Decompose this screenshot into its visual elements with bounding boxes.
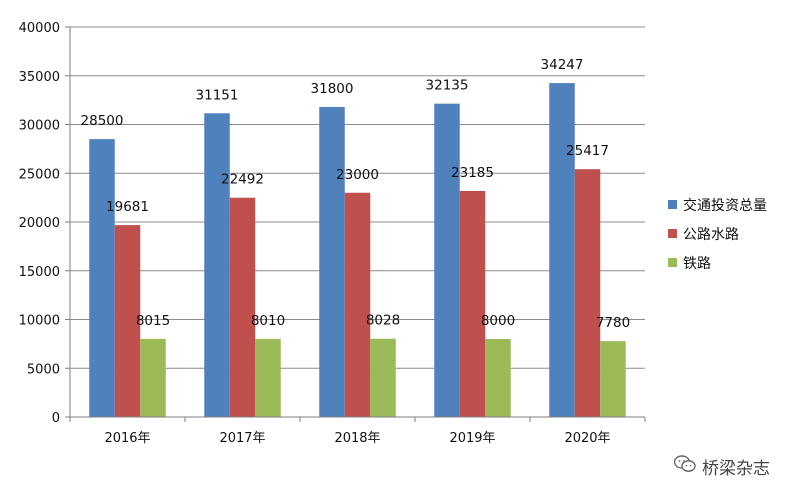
legend-item-total: 交通投资总量 <box>668 190 767 219</box>
x-tick-label: 2019年 <box>449 431 495 446</box>
bar <box>89 139 115 417</box>
legend: 交通投资总量 公路水路 铁路 <box>668 190 767 277</box>
x-tick-label: 2017年 <box>219 431 265 446</box>
y-tick-label: 15000 <box>19 265 60 280</box>
data-label: 19681 <box>106 199 149 215</box>
y-tick-label: 35000 <box>19 70 60 85</box>
y-tick-label: 30000 <box>19 119 60 134</box>
bar <box>140 338 166 417</box>
data-label: 23185 <box>451 165 494 181</box>
legend-label: 交通投资总量 <box>683 197 767 214</box>
wechat-icon <box>673 455 696 478</box>
bar <box>574 169 601 417</box>
x-tick-label: 2020年 <box>564 431 610 446</box>
data-label: 23000 <box>336 167 379 183</box>
bar <box>485 339 511 417</box>
x-axis-ticks: 2016年 2017年 2018年 2019年 2020年 <box>69 417 646 446</box>
bar <box>344 192 371 417</box>
watermark-text: 桥梁杂志 <box>702 459 770 479</box>
bars <box>89 83 626 418</box>
y-tick-label: 10000 <box>19 314 60 329</box>
watermark: 桥梁杂志 <box>673 454 770 479</box>
legend-swatch <box>668 258 677 267</box>
data-label: 7780 <box>596 315 630 331</box>
bar <box>549 83 575 418</box>
data-label: 25417 <box>566 143 609 159</box>
y-tick-label: 25000 <box>19 167 60 182</box>
data-label: 8000 <box>481 313 515 329</box>
bar <box>370 338 396 417</box>
y-tick-label: 0 <box>52 411 60 426</box>
legend-label: 公路水路 <box>683 226 739 243</box>
x-tick-label: 2016年 <box>104 431 150 446</box>
data-label: 28500 <box>81 113 124 129</box>
legend-swatch <box>668 229 677 238</box>
bar <box>229 197 256 417</box>
data-label: 34247 <box>541 57 584 73</box>
y-tick-label: 5000 <box>27 362 60 377</box>
y-tick-label: 40000 <box>19 21 60 36</box>
y-axis-ticks: 0 5000 10000 15000 20000 25000 30000 35000 40000 <box>19 21 70 426</box>
bar <box>204 113 230 418</box>
data-label: 31151 <box>196 87 239 103</box>
data-label: 8010 <box>251 313 285 329</box>
bar <box>459 190 486 417</box>
data-label: 31800 <box>311 81 354 97</box>
data-label: 8015 <box>136 313 170 329</box>
bar <box>319 106 345 417</box>
data-label: 8028 <box>366 313 400 329</box>
data-labels: 28500 19681 8015 31151 22492 8010 31800 23000 80… <box>81 57 631 331</box>
y-tick-label: 20000 <box>19 216 60 231</box>
legend-item-highway-waterway: 公路水路 <box>668 219 767 248</box>
x-tick-label: 2018年 <box>334 431 380 446</box>
bar <box>255 338 281 417</box>
legend-item-railway: 铁路 <box>668 248 767 277</box>
legend-swatch <box>668 200 677 209</box>
bar <box>600 341 626 417</box>
legend-label: 铁路 <box>683 255 711 272</box>
bar <box>434 103 460 417</box>
data-label: 32135 <box>426 78 469 94</box>
data-label: 22492 <box>221 172 264 188</box>
bar <box>114 225 141 417</box>
